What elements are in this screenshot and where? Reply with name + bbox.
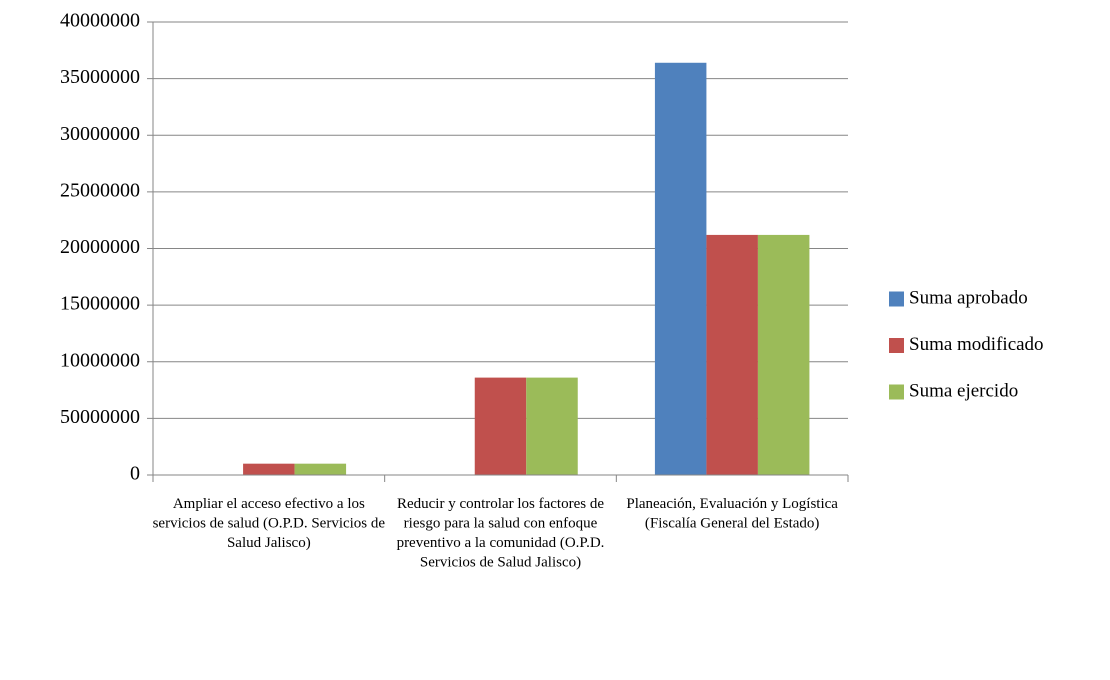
y-tick-label: 35000000 [60, 66, 140, 88]
y-tick-label: 10000000 [60, 349, 140, 371]
legend-swatch [889, 384, 904, 400]
y-tick-label: 50000000 [60, 406, 140, 428]
bar [294, 463, 347, 475]
y-tick-label: 15000000 [60, 293, 140, 315]
bar [243, 463, 295, 475]
x-tick-label: Ampliar el acceso efectivo a los servicio… [153, 496, 386, 551]
bar [706, 234, 758, 475]
bar [654, 62, 707, 476]
y-tick-label: 40000000 [60, 10, 140, 32]
y-tick-label: 0 [130, 463, 140, 485]
legend-swatch [889, 291, 904, 307]
legend-label: Suma ejercido [909, 380, 1018, 401]
legend-swatch [889, 338, 904, 353]
y-tick-label: 20000000 [60, 236, 140, 258]
x-tick-label: Planeación, Evaluación y Logística (Fisca… [626, 496, 838, 532]
legend-label: Suma modificado [909, 334, 1044, 355]
bar [474, 377, 527, 475]
bar [757, 234, 810, 475]
bar [526, 377, 578, 475]
legend-label: Suma aprobado [909, 287, 1028, 308]
y-tick-label: 25000000 [60, 179, 140, 201]
x-tick-label: Reducir y controlar los factores de riesg… [397, 496, 605, 571]
y-tick-label: 30000000 [60, 123, 140, 145]
